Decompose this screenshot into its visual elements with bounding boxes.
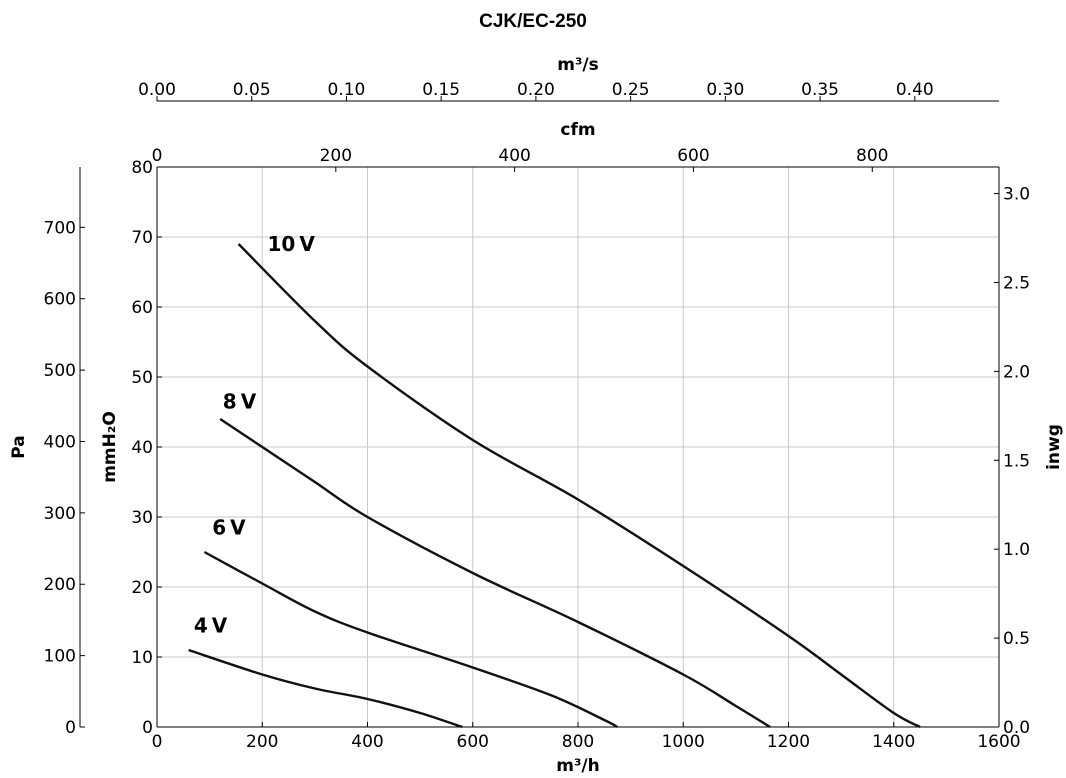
curve-6v	[203, 550, 619, 729]
cfm-tick-label: 0	[152, 146, 163, 166]
m3s-tick-label: 0.30	[706, 80, 744, 100]
x-tick-label: 200	[246, 732, 278, 752]
pa-tick-label: 500	[44, 361, 76, 381]
x-tick-label: 0	[152, 732, 163, 752]
pa-tick-label: 200	[44, 575, 76, 595]
x-axis-title-m3h: m³/h	[556, 756, 599, 776]
chart-title: CJK/EC-250	[479, 11, 587, 32]
cfm-tick-label: 600	[677, 146, 709, 166]
pa-tick-label: 0	[65, 718, 76, 738]
curve-10v	[237, 243, 921, 729]
y-right-axis-title-inwg: inwg	[1044, 424, 1064, 470]
mmh2o-tick-label: 70	[131, 228, 153, 248]
x-tick-label: 400	[351, 732, 383, 752]
x-tick-label: 1400	[872, 732, 915, 752]
m3s-tick-label: 0.15	[422, 80, 460, 100]
mmh2o-tick-label: 30	[131, 508, 153, 528]
pa-tick-label: 400	[44, 432, 76, 452]
curve-label-8v: 8 V	[223, 390, 257, 414]
cfm-tick-label: 200	[320, 146, 352, 166]
curve-label-10v: 10 V	[268, 232, 316, 256]
y-axis-title-mmh2o: mmH₂O	[100, 411, 120, 483]
pa-tick-label: 300	[44, 504, 76, 524]
curve-labels: 10 V 8 V 6 V 4 V	[194, 232, 316, 638]
inwg-tick-label: 2.0	[1003, 362, 1030, 382]
inwg-tick-label: 2.5	[1003, 274, 1030, 294]
grid	[157, 167, 999, 727]
curves	[188, 243, 921, 729]
m3s-tick-label: 0.05	[233, 80, 271, 100]
m3s-tick-label: 0.35	[801, 80, 839, 100]
x-tick-label: 1000	[662, 732, 705, 752]
mmh2o-tick-label: 80	[131, 158, 153, 178]
mmh2o-tick-label: 50	[131, 368, 153, 388]
inwg-tick-label: 0.5	[1003, 629, 1030, 649]
mmh2o-tick-label: 60	[131, 298, 153, 318]
pa-tick-label: 100	[44, 647, 76, 667]
pa-tick-label: 700	[44, 218, 76, 238]
mmh2o-tick-label: 40	[131, 438, 153, 458]
cfm-tick-label: 800	[856, 146, 888, 166]
y-left-axis-title-pa: Pa	[9, 435, 29, 458]
m3s-tick-label: 0.40	[896, 80, 934, 100]
m3s-tick-label: 0.00	[138, 80, 176, 100]
x-tick-label: 600	[457, 732, 489, 752]
mmh2o-tick-label: 20	[131, 578, 153, 598]
m3s-tick-label: 0.10	[328, 80, 366, 100]
m3s-tick-label: 0.20	[517, 80, 555, 100]
curve-label-4v: 4 V	[194, 614, 228, 638]
pa-tick-label: 600	[44, 290, 76, 310]
x-tick-label: 1600	[977, 732, 1020, 752]
m3s-tick-label: 0.25	[612, 80, 650, 100]
mmh2o-tick-label: 10	[131, 648, 153, 668]
curve-label-6v: 6 V	[212, 516, 246, 540]
curve-4v	[188, 648, 463, 729]
inwg-tick-label: 0.0	[1003, 718, 1030, 738]
x-top-axis-title-m3s: m³/s	[557, 55, 599, 75]
x-top-axis-title-cfm: cfm	[560, 120, 595, 140]
inwg-tick-label: 1.5	[1003, 451, 1030, 471]
x-tick-label: 800	[562, 732, 594, 752]
inwg-tick-label: 1.0	[1003, 540, 1030, 560]
cfm-tick-label: 400	[498, 146, 530, 166]
curve-8v	[219, 418, 771, 729]
x-tick-label: 1200	[767, 732, 810, 752]
mmh2o-tick-label: 0	[142, 718, 153, 738]
inwg-tick-label: 3.0	[1003, 185, 1030, 205]
